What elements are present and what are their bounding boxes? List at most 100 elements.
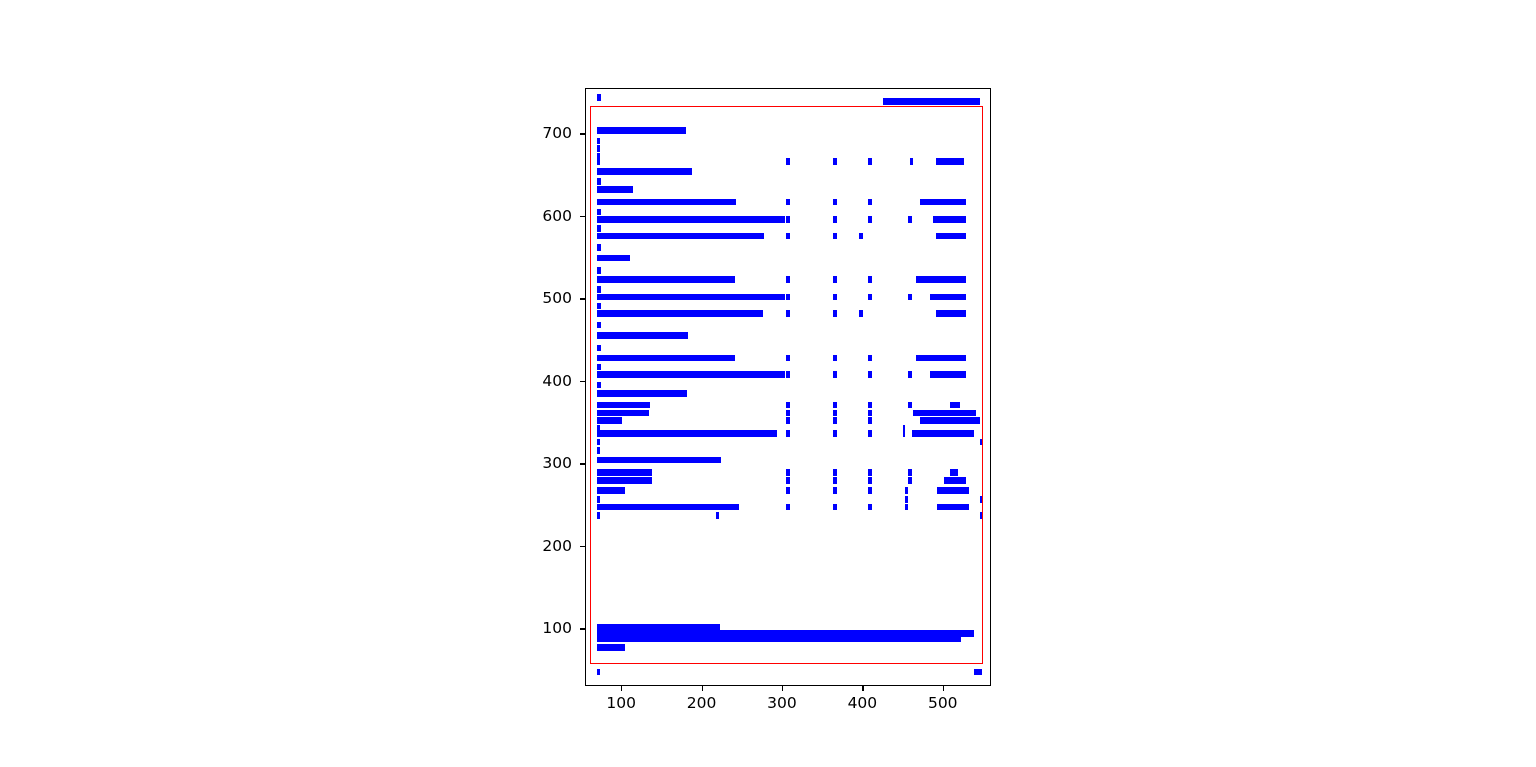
x-tick-mark — [942, 686, 945, 691]
bar-segment — [597, 496, 601, 504]
bar-segment — [979, 512, 984, 519]
bar-segment — [597, 477, 652, 485]
bar-segment — [902, 430, 906, 438]
bar-segment — [597, 469, 652, 476]
x-tick-mark — [621, 686, 623, 691]
y-tick-label: 300 — [542, 454, 572, 473]
bar-segment — [832, 487, 837, 494]
bar-segment — [716, 512, 720, 519]
bar-segment — [950, 401, 960, 409]
y-tick-label: 400 — [542, 371, 572, 390]
bar-segment — [597, 456, 722, 464]
bar-segment — [597, 512, 600, 519]
y-tick-label: 100 — [542, 619, 572, 638]
bar-segment — [597, 438, 601, 446]
bar-segment — [832, 409, 837, 417]
bar-segment — [973, 668, 982, 676]
bar-segment — [935, 158, 964, 165]
bar-segment — [597, 635, 961, 643]
bar-segment — [832, 469, 837, 476]
bar-segment — [597, 430, 777, 438]
x-tick-label: 300 — [767, 694, 797, 712]
bar-segment — [832, 417, 837, 424]
bar-segment — [786, 158, 791, 165]
bar-segment — [597, 321, 602, 329]
bar-segment — [597, 158, 600, 165]
bar-segment — [597, 178, 602, 185]
bar-segment — [832, 401, 837, 409]
bar-segment — [786, 276, 791, 283]
bar-segment — [597, 137, 600, 145]
bar-segment — [916, 276, 967, 283]
bar-segment — [868, 469, 873, 476]
bar-segment — [832, 371, 837, 378]
bar-segment — [597, 624, 721, 631]
bar-segment — [832, 477, 837, 485]
bar-segment — [597, 302, 602, 310]
bar-segment — [950, 469, 959, 476]
bar-segment — [920, 198, 967, 206]
bar-segment — [911, 430, 975, 438]
bar-segment — [597, 332, 689, 339]
bar-segment — [832, 503, 837, 511]
y-tick-mark — [580, 628, 585, 630]
annotation-rectangle — [590, 105, 984, 664]
bar-segment — [597, 446, 601, 454]
bar-segment — [868, 276, 873, 283]
bar-segment — [868, 409, 873, 417]
bar-segment — [832, 216, 837, 223]
bar-segment — [859, 310, 864, 317]
x-tick-label: 100 — [606, 694, 636, 712]
bar-segment — [597, 168, 693, 175]
bar-segment — [597, 145, 600, 152]
bar-segment — [868, 216, 873, 223]
bar-segment — [930, 293, 967, 301]
plot-area — [586, 89, 990, 685]
bar-segment — [786, 417, 791, 424]
bar-segment — [859, 232, 864, 240]
bar-segment — [832, 293, 837, 301]
bar-segment — [597, 630, 975, 637]
x-tick-mark — [862, 686, 864, 691]
bar-segment — [868, 158, 873, 165]
bar-segment — [786, 198, 791, 206]
bar-segment — [597, 198, 736, 206]
bar-segment — [979, 496, 984, 504]
bar-segment — [905, 503, 909, 511]
bar-segment — [597, 417, 623, 424]
bar-segment — [597, 409, 649, 417]
bar-segment — [597, 126, 687, 134]
bar-segment — [786, 409, 791, 417]
bar-segment — [597, 286, 602, 293]
bar-segment — [908, 293, 913, 301]
bar-segment — [597, 186, 634, 193]
y-tick-mark — [580, 463, 585, 465]
bar-segment — [868, 430, 873, 438]
bar-segment — [937, 487, 970, 494]
bar-segment — [786, 293, 791, 301]
bar-segment — [919, 417, 980, 424]
bar-segment — [786, 371, 791, 378]
bar-segment — [832, 430, 837, 438]
bar-segment — [786, 401, 791, 409]
bar-segment — [597, 293, 785, 301]
bar-segment — [597, 93, 602, 101]
matplotlib-figure: 100 200 300 400 500 100 200 300 400 500 600 700 — [542, 88, 991, 712]
bar-segment — [910, 158, 914, 165]
bar-segment — [786, 310, 791, 317]
y-tick-mark — [580, 545, 585, 548]
bar-segment — [935, 310, 967, 317]
bar-segment — [786, 469, 791, 476]
y-tick-label: 600 — [542, 206, 572, 225]
bar-segment — [930, 371, 967, 378]
bar-segment — [786, 216, 791, 223]
bar-segment — [597, 310, 763, 317]
bar-segment — [597, 344, 602, 352]
y-tick-label: 500 — [542, 289, 572, 308]
bar-segment — [902, 424, 906, 432]
bar-segment — [597, 208, 602, 216]
bar-segment — [786, 430, 791, 438]
bar-segment — [597, 276, 735, 283]
x-tick-label: 400 — [847, 694, 878, 712]
